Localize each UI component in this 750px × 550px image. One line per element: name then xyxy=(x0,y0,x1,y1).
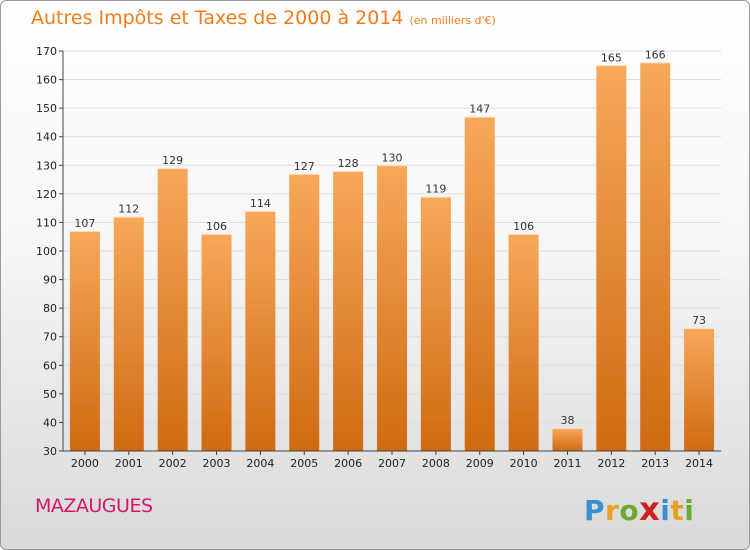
y-tick-label: 170 xyxy=(36,45,57,58)
x-tick-label: 2013 xyxy=(641,457,669,470)
bar xyxy=(596,65,627,452)
data-label: 165 xyxy=(601,51,622,64)
logo-letter: t xyxy=(670,494,685,527)
x-tick-label: 2014 xyxy=(685,457,713,470)
bar xyxy=(552,428,583,451)
logo-letter: o xyxy=(619,494,640,527)
y-tick-label: 110 xyxy=(36,216,57,229)
logo-letter: r xyxy=(605,494,620,527)
bar xyxy=(157,168,188,451)
data-label: 38 xyxy=(560,414,574,427)
data-label: 107 xyxy=(74,217,95,230)
logo-letter: i xyxy=(660,494,671,527)
y-tick-label: 150 xyxy=(36,102,57,115)
y-tick-label: 80 xyxy=(43,302,57,315)
bar xyxy=(684,328,715,451)
bar xyxy=(289,173,320,451)
y-tick-label: 70 xyxy=(43,331,57,344)
data-label: 106 xyxy=(206,220,227,233)
bar xyxy=(464,116,495,451)
data-label: 119 xyxy=(425,183,446,196)
x-tick-label: 2003 xyxy=(203,457,231,470)
logo-letter: i xyxy=(684,494,695,527)
bar xyxy=(113,216,144,451)
data-label: 114 xyxy=(250,197,271,210)
y-tick-label: 40 xyxy=(43,416,57,429)
data-labels: 107 112 129 106 114 127 128 130 119 147 106 38 165 16… xyxy=(74,48,706,427)
y-tick-label: 30 xyxy=(43,445,57,458)
x-tick-label: 2010 xyxy=(510,457,538,470)
data-label: 147 xyxy=(469,103,490,116)
data-label: 73 xyxy=(692,314,706,327)
x-tick-label: 2004 xyxy=(246,457,274,470)
data-label: 166 xyxy=(645,48,666,61)
bar xyxy=(420,196,451,451)
data-label: 128 xyxy=(338,157,359,170)
y-tick-label: 60 xyxy=(43,359,57,372)
logo-letter: P xyxy=(584,494,606,527)
y-tick-label: 130 xyxy=(36,159,57,172)
y-tick-label: 90 xyxy=(43,274,57,287)
x-tick-label: 2006 xyxy=(334,457,362,470)
x-tick-label: 2001 xyxy=(115,457,143,470)
data-label: 130 xyxy=(382,151,403,164)
y-tick-label: 140 xyxy=(36,131,57,144)
y-tick-label: 160 xyxy=(36,74,57,87)
x-tick-label: 2008 xyxy=(422,457,450,470)
commune-name: MAZAUGUES xyxy=(35,495,153,517)
x-tick-label: 2012 xyxy=(597,457,625,470)
bar xyxy=(245,211,276,451)
y-tick-label: 50 xyxy=(43,388,57,401)
bar xyxy=(333,171,364,451)
y-tick-label: 100 xyxy=(36,245,57,258)
axes: 30 40 50 60 70 80 90 100 110 120 130 140 150 160 170 20… xyxy=(36,45,721,470)
bar xyxy=(69,231,100,451)
x-tick-label: 2002 xyxy=(159,457,187,470)
bar xyxy=(201,233,232,451)
x-tick-label: 2000 xyxy=(71,457,99,470)
proxiti-logo: Proxiti xyxy=(584,490,694,528)
logo-letter: x xyxy=(639,490,661,528)
data-label: 112 xyxy=(118,203,139,216)
chart-title: Autres Impôts et Taxes de 2000 à 2014 xyxy=(31,7,404,29)
x-tick-label: 2005 xyxy=(290,457,318,470)
bar xyxy=(508,233,539,451)
data-label: 106 xyxy=(513,220,534,233)
bar xyxy=(377,165,407,452)
bar xyxy=(640,62,671,452)
x-tick-label: 2011 xyxy=(553,457,581,470)
x-tick-label: 2009 xyxy=(466,457,494,470)
y-tick-label: 120 xyxy=(36,188,57,201)
data-label: 127 xyxy=(294,160,315,173)
chart-title-block: Autres Impôts et Taxes de 2000 à 2014 (en… xyxy=(31,7,496,29)
data-label: 129 xyxy=(162,154,183,167)
bars xyxy=(69,62,715,452)
x-tick-label: 2007 xyxy=(378,457,406,470)
chart-subtitle: (en milliers d'€) xyxy=(409,14,496,27)
